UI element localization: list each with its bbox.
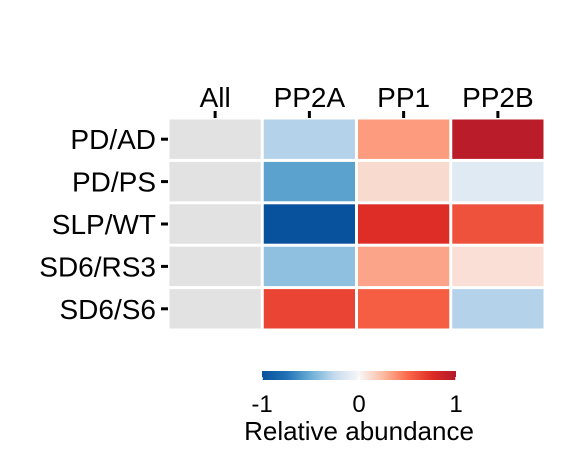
color-legend: -1 0 1 Relative abundance <box>244 371 474 446</box>
column-label-pp2a: PP2A <box>274 82 346 113</box>
column-label-pp1: PP1 <box>377 82 430 113</box>
legend-color-bar <box>262 371 456 380</box>
legend-tick-label: -1 <box>251 391 272 418</box>
row-label-slp-wt: SLP/WT <box>52 209 156 240</box>
heatmap-cells <box>169 119 544 329</box>
heatmap-cell-pd-ps-pp2b <box>452 161 544 202</box>
column-label-pp2b: PP2B <box>462 82 534 113</box>
row-label-pd-ad: PD/AD <box>70 124 156 155</box>
heatmap-cell-pd-ad-pp2a <box>263 119 355 159</box>
heatmap-cell-sd6-rs3-pp2a <box>263 246 355 287</box>
legend-ticks: -1 0 1 <box>251 377 463 418</box>
row-label-sd6-rs3: SD6/RS3 <box>39 251 156 282</box>
column-label-all: All <box>200 82 231 113</box>
heatmap-cell-pd-ad-pp1 <box>358 119 450 159</box>
heatmap-cell-sd6-s6-pp2b <box>452 289 544 329</box>
row-label-pd-ps: PD/PS <box>72 167 156 198</box>
heatmap-cell-sd6-rs3-all <box>169 246 261 287</box>
heatmap-cell-sd6-s6-pp2a <box>263 289 355 329</box>
legend-tick-label: 1 <box>449 391 462 418</box>
legend-tick-label: 0 <box>352 391 365 418</box>
heatmap-cell-slp-wt-pp2a <box>263 204 355 244</box>
legend-title: Relative abundance <box>244 416 474 446</box>
heatmap-cell-sd6-s6-pp1 <box>358 289 450 329</box>
heatmap-cell-sd6-rs3-pp1 <box>358 246 450 287</box>
row-label-sd6-s6: SD6/S6 <box>60 294 157 325</box>
row-labels: PD/AD PD/PS SLP/WT SD6/RS3 SD6/S6 <box>39 124 168 325</box>
heatmap-cell-slp-wt-pp1 <box>358 204 450 244</box>
heatmap-cell-pd-ps-pp2a <box>263 161 355 202</box>
heatmap-cell-pd-ps-all <box>169 161 261 202</box>
heatmap-cell-sd6-rs3-pp2b <box>452 246 544 287</box>
heatmap-cell-slp-wt-all <box>169 204 261 244</box>
heatmap-cell-sd6-s6-all <box>169 289 261 329</box>
heatmap-cell-pd-ps-pp1 <box>358 161 450 202</box>
heatmap-cell-pd-ad-pp2b <box>452 119 544 159</box>
column-labels: All PP2A PP1 PP2B <box>200 82 534 118</box>
heatmap-cell-pd-ad-all <box>169 119 261 159</box>
heatmap-cell-slp-wt-pp2b <box>452 204 544 244</box>
